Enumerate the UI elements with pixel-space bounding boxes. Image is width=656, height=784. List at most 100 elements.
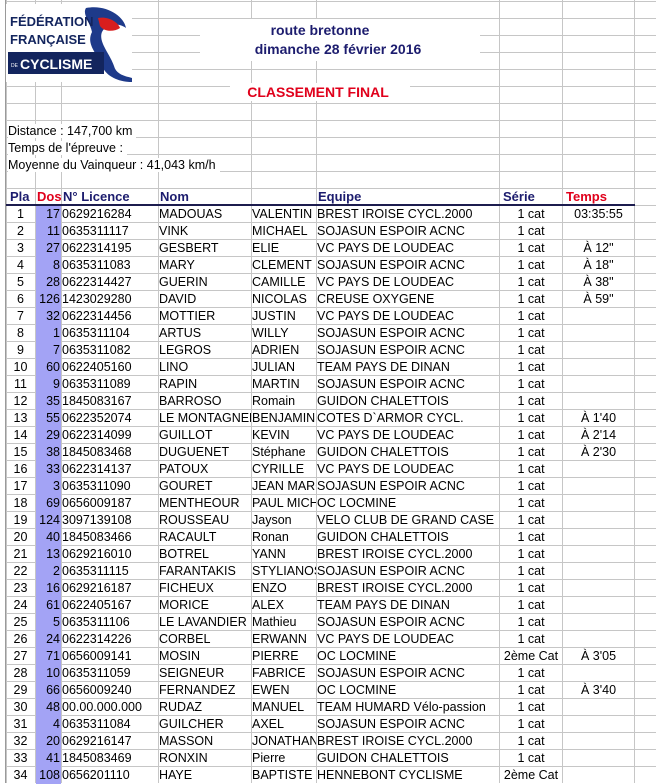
cell-place[interactable]: 34: [13, 768, 28, 782]
cell-first-name[interactable]: CYRILLE: [252, 462, 305, 476]
cell-last-name[interactable]: DAVID: [159, 292, 197, 306]
cell-time[interactable]: [563, 223, 634, 239]
cell-first-name[interactable]: JULIAN: [252, 360, 296, 374]
cell-first-name[interactable]: ERWANN: [252, 632, 307, 646]
cell-bib-number[interactable]: 71: [46, 649, 60, 663]
cell-first-name[interactable]: Jayson: [252, 513, 292, 527]
cell-licence-number[interactable]: 0635311082: [62, 343, 131, 357]
cell-category[interactable]: 1 cat: [517, 394, 545, 408]
cell-team[interactable]: SOJASUN ESPOIR ACNC: [317, 258, 465, 272]
cell-time[interactable]: [563, 376, 634, 392]
cell-last-name[interactable]: FARANTAKIS: [159, 564, 236, 578]
cell-last-name[interactable]: RAPIN: [159, 377, 198, 391]
cell-time[interactable]: [563, 716, 634, 732]
cell-team[interactable]: TEAM PAYS DE DINAN: [317, 598, 450, 612]
cell-category[interactable]: 2ème Cat: [503, 768, 559, 782]
cell-first-name[interactable]: MICHAEL: [252, 224, 308, 238]
cell-last-name[interactable]: FICHEUX: [159, 581, 214, 595]
cell-time[interactable]: [563, 359, 634, 375]
cell-time[interactable]: 03:35:55: [574, 207, 623, 221]
cell-place[interactable]: 13: [13, 411, 28, 425]
cell-bib-number[interactable]: 3: [53, 479, 60, 493]
cell-last-name[interactable]: ROUSSEAU: [159, 513, 230, 527]
cell-first-name[interactable]: JEAN MARC: [252, 479, 316, 493]
cell-team[interactable]: OC LOCMINE: [317, 649, 397, 663]
cell-place[interactable]: 5: [17, 275, 24, 289]
cell-first-name[interactable]: STYLIANOS: [252, 564, 316, 578]
cell-first-name[interactable]: ELIE: [252, 241, 280, 255]
cell-first-name[interactable]: PIERRE: [252, 649, 299, 663]
cell-bib-number[interactable]: 13: [46, 547, 60, 561]
cell-category[interactable]: 1 cat: [517, 700, 545, 714]
cell-bib-number[interactable]: 9: [53, 377, 60, 391]
cell-licence-number[interactable]: 0656201110: [62, 768, 130, 782]
cell-licence-number[interactable]: 0622405160: [62, 360, 132, 374]
cell-team[interactable]: VC PAYS DE LOUDEAC: [317, 632, 455, 646]
cell-category[interactable]: 1 cat: [517, 530, 545, 544]
cell-first-name[interactable]: Romain: [252, 394, 296, 408]
cell-time[interactable]: [563, 767, 634, 783]
cell-bib-number[interactable]: 108: [39, 768, 60, 782]
cell-first-name[interactable]: ALEX: [252, 598, 284, 612]
cell-team[interactable]: GUIDON CHALETTOIS: [317, 751, 449, 765]
cell-place[interactable]: 14: [13, 428, 28, 442]
cell-category[interactable]: 1 cat: [517, 496, 545, 510]
cell-team[interactable]: BREST IROISE CYCL.2000: [317, 207, 473, 221]
cell-category[interactable]: 1 cat: [517, 462, 545, 476]
cell-team[interactable]: VC PAYS DE LOUDEAC: [317, 275, 455, 289]
cell-bib-number[interactable]: 28: [46, 275, 60, 289]
cell-first-name[interactable]: Mathieu: [252, 615, 297, 629]
cell-team[interactable]: VC PAYS DE LOUDEAC: [317, 241, 455, 255]
cell-place[interactable]: 25: [13, 615, 28, 629]
cell-bib-number[interactable]: 66: [46, 683, 60, 697]
cell-first-name[interactable]: JUSTIN: [252, 309, 296, 323]
cell-licence-number[interactable]: 1845083468: [62, 445, 132, 459]
cell-place[interactable]: 22: [13, 564, 28, 578]
cell-bib-number[interactable]: 40: [46, 530, 60, 544]
cell-category[interactable]: 1 cat: [517, 224, 545, 238]
cell-bib-number[interactable]: 55: [46, 411, 60, 425]
cell-team[interactable]: SOJASUN ESPOIR ACNC: [317, 343, 465, 357]
cell-team[interactable]: SOJASUN ESPOIR ACNC: [317, 326, 465, 340]
cell-time[interactable]: [563, 699, 634, 715]
cell-last-name[interactable]: GUERIN: [159, 275, 208, 289]
cell-licence-number[interactable]: 0622405167: [62, 598, 132, 612]
cell-team[interactable]: VC PAYS DE LOUDEAC: [317, 462, 455, 476]
cell-place[interactable]: 6: [17, 292, 24, 306]
cell-first-name[interactable]: PAUL MICHEL: [252, 496, 316, 510]
cell-last-name[interactable]: MASSON: [159, 734, 214, 748]
cell-category[interactable]: 1 cat: [517, 445, 545, 459]
cell-place[interactable]: 18: [13, 496, 28, 510]
cell-time[interactable]: [563, 563, 634, 579]
cell-team[interactable]: SOJASUN ESPOIR ACNC: [317, 666, 465, 680]
cell-last-name[interactable]: DUGUENET: [159, 445, 230, 459]
cell-first-name[interactable]: ADRIEN: [252, 343, 300, 357]
cell-last-name[interactable]: GOURET: [159, 479, 213, 493]
cell-last-name[interactable]: LINO: [159, 360, 189, 374]
cell-first-name[interactable]: Stéphane: [252, 445, 306, 459]
cell-team[interactable]: OC LOCMINE: [317, 683, 397, 697]
cell-licence-number[interactable]: 0622314456: [62, 309, 132, 323]
cell-licence-number[interactable]: 0622314099: [62, 428, 132, 442]
cell-licence-number[interactable]: 0635311084: [62, 717, 131, 731]
cell-time[interactable]: À 59": [583, 292, 614, 306]
cell-place[interactable]: 16: [13, 462, 28, 476]
cell-licence-number[interactable]: 0622314226: [62, 632, 132, 646]
cell-category[interactable]: 1 cat: [517, 683, 545, 697]
cell-place[interactable]: 19: [13, 513, 28, 527]
cell-last-name[interactable]: GUILLOT: [159, 428, 213, 442]
cell-category[interactable]: 1 cat: [517, 513, 545, 527]
cell-bib-number[interactable]: 8: [53, 258, 60, 272]
cell-team[interactable]: VC PAYS DE LOUDEAC: [317, 428, 455, 442]
cell-category[interactable]: 1 cat: [517, 343, 545, 357]
cell-bib-number[interactable]: 2: [53, 564, 60, 578]
cell-licence-number[interactable]: 1423029280: [62, 292, 132, 306]
cell-bib-number[interactable]: 48: [46, 700, 60, 714]
cell-place[interactable]: 31: [13, 717, 28, 731]
cell-category[interactable]: 1 cat: [517, 581, 545, 595]
cell-time[interactable]: À 2'14: [580, 428, 617, 442]
cell-bib-number[interactable]: 124: [39, 513, 60, 527]
cell-bib-number[interactable]: 60: [46, 360, 60, 374]
cell-first-name[interactable]: MARTIN: [252, 377, 300, 391]
cell-team[interactable]: BREST IROISE CYCL.2000: [317, 547, 473, 561]
